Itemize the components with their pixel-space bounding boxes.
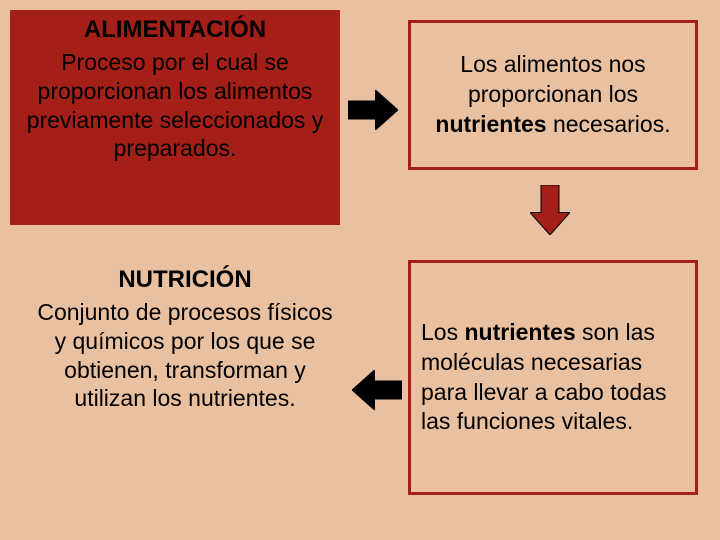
nutricion-title: NUTRICIÓN bbox=[30, 266, 340, 294]
text-pre: Los alimentos nos proporcionan los bbox=[460, 51, 645, 107]
nutrientes-top-text: Los alimentos nos proporcionan los nutri… bbox=[421, 50, 685, 140]
arrow-left-icon bbox=[352, 370, 402, 410]
text-post: necesarios. bbox=[547, 111, 671, 137]
text-bold: nutrientes bbox=[435, 111, 546, 137]
arrow-right-icon bbox=[348, 90, 398, 130]
arrow-down-icon bbox=[530, 185, 570, 235]
text-bold: nutrientes bbox=[464, 319, 575, 345]
text-pre: Los bbox=[421, 319, 464, 345]
box-nutricion: NUTRICIÓN Conjunto de procesos físicos y… bbox=[20, 260, 350, 510]
box-alimentacion: ALIMENTACIÓN Proceso por el cual se prop… bbox=[10, 10, 340, 225]
alimentacion-body: Proceso por el cual se proporcionan los … bbox=[20, 48, 330, 163]
alimentacion-title: ALIMENTACIÓN bbox=[20, 16, 330, 44]
nutrientes-bottom-text: Los nutrientes son las moléculas necesar… bbox=[421, 318, 685, 438]
nutricion-body: Conjunto de procesos físicos y químicos … bbox=[30, 298, 340, 413]
box-nutrientes-bottom: Los nutrientes son las moléculas necesar… bbox=[408, 260, 698, 495]
box-nutrientes-top: Los alimentos nos proporcionan los nutri… bbox=[408, 20, 698, 170]
